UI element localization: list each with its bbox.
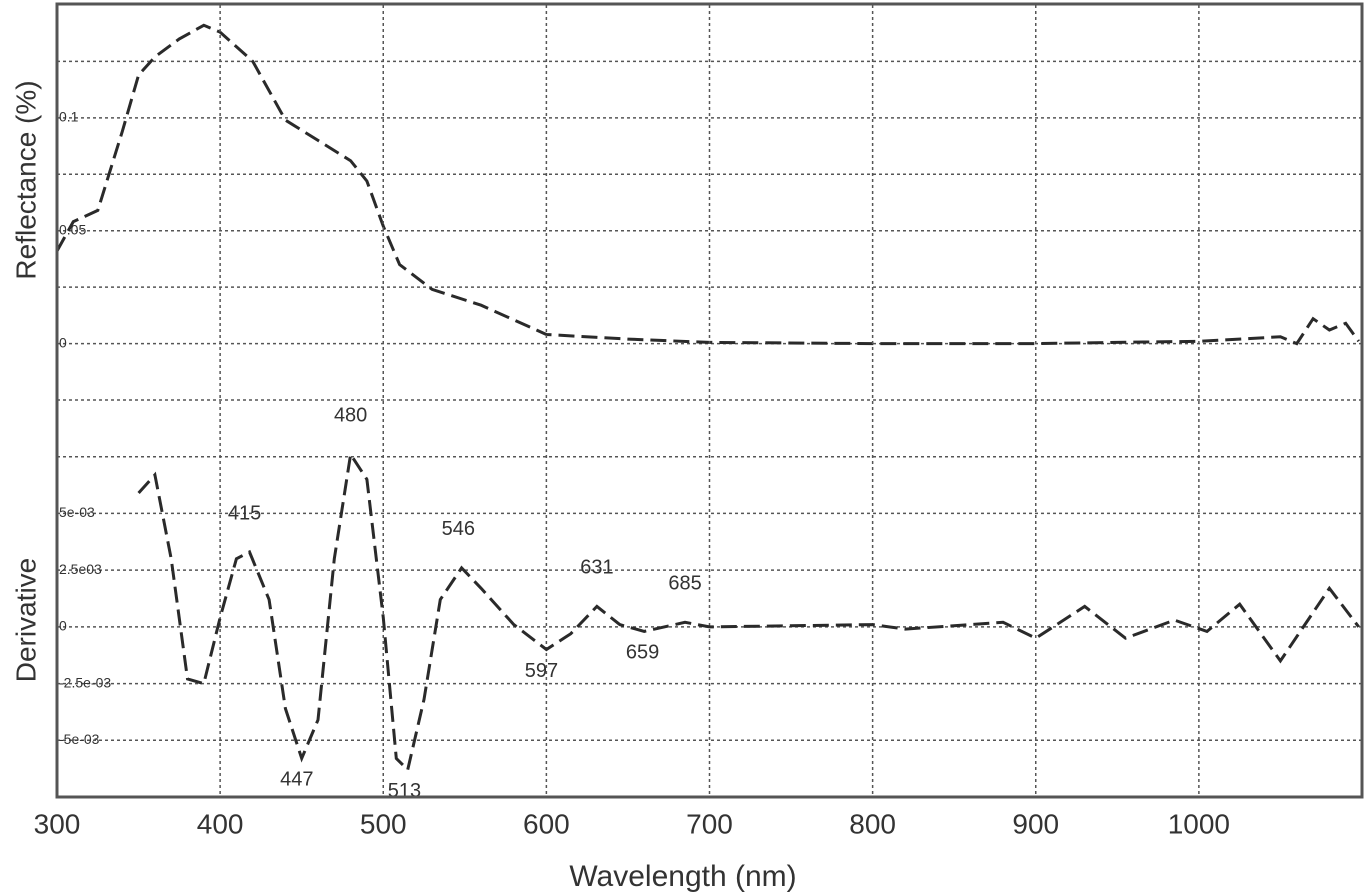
- x-tick-label: 500: [360, 808, 407, 839]
- x-axis-title: Wavelength (nm): [569, 860, 796, 893]
- x-tick-label: 800: [849, 808, 896, 839]
- annotation: 631: [580, 557, 613, 579]
- y-axis-title: Reflectance (%): [10, 80, 41, 279]
- x-tick-label: 300: [34, 808, 81, 839]
- annotation: 597: [525, 660, 558, 682]
- annotation: 415: [228, 502, 261, 524]
- x-tick-label: 400: [197, 808, 244, 839]
- annotation: 685: [668, 573, 701, 595]
- y-tick-label: 0.05: [59, 221, 86, 237]
- data-line: [55, 23, 1360, 346]
- y-tick-label: -5e-03: [59, 731, 100, 747]
- x-tick-label: 900: [1012, 808, 1059, 839]
- y-tick-label: 0: [59, 618, 67, 634]
- y-tick-label: 0.1: [59, 109, 79, 125]
- y-tick-label: 2.5e03: [59, 561, 102, 577]
- annotation: 480: [334, 405, 367, 427]
- plot-frame: [55, 2, 1364, 799]
- y-tick-label: 0: [59, 334, 67, 350]
- y-tick-label: -2.5e-03: [59, 674, 111, 690]
- data-line: [137, 450, 1360, 773]
- y-tick-label: 5e-03: [59, 504, 95, 520]
- y-axis-title: Derivative: [10, 558, 41, 682]
- annotation: 659: [626, 642, 659, 664]
- annotation: 513: [388, 780, 421, 802]
- x-tick-label: 600: [523, 808, 570, 839]
- annotation: 447: [280, 769, 313, 791]
- annotation: 546: [442, 518, 475, 540]
- x-tick-label: 1000: [1168, 808, 1230, 839]
- x-tick-label: 700: [686, 808, 733, 839]
